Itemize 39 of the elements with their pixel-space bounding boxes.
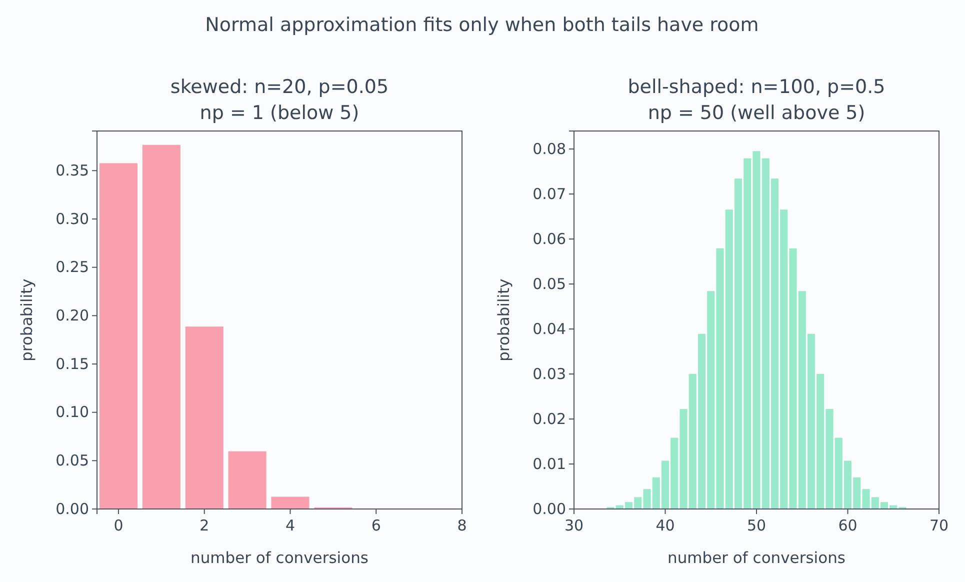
y-tick-label: 0.05 <box>532 274 566 293</box>
x-tick-label: 0 <box>114 516 124 534</box>
chart-title: bell-shaped: n=100, p=0.5 np = 50 (well above 5) <box>628 76 886 124</box>
x-axis-title: number of conversions <box>668 549 846 567</box>
y-tick-label: 0.02 <box>532 410 566 428</box>
chart-title: skewed: n=20, p=0.05 np = 1 (below 5) <box>170 76 389 124</box>
y-axis-title: probability <box>18 278 36 362</box>
x-axis-title: number of conversions <box>190 549 368 567</box>
y-tick-label: 0.20 <box>56 306 89 324</box>
x-tick-label: 4 <box>285 516 296 534</box>
y-tick-label: 0.15 <box>56 354 89 373</box>
y-tick-label: 0.08 <box>532 140 566 158</box>
y-tick-label: 0.10 <box>56 403 89 422</box>
y-tick-label: 0.00 <box>532 500 566 518</box>
y-tick-label: 0.07 <box>532 184 566 203</box>
y-tick-label: 0.30 <box>56 210 89 228</box>
y-axis-title: probability <box>495 278 513 362</box>
bar <box>184 326 224 510</box>
y-tick-label: 0.05 <box>56 451 89 470</box>
y-tick-label: 0.01 <box>532 454 566 473</box>
bar <box>270 496 310 510</box>
x-tick-label: 2 <box>200 516 210 534</box>
y-tick-label: 0.06 <box>532 230 566 248</box>
x-tick-label: 8 <box>457 516 467 534</box>
x-tick-label: 50 <box>746 516 766 534</box>
y-tick-label: 0.00 <box>56 500 89 518</box>
x-tick-label: 40 <box>656 516 675 534</box>
x-tick-label: 60 <box>838 516 858 534</box>
x-tick-label: 30 <box>564 516 584 534</box>
bar <box>142 144 182 510</box>
x-tick-label: 70 <box>929 516 949 534</box>
y-tick-label: 0.04 <box>532 320 566 338</box>
bar <box>98 162 138 510</box>
y-tick-label: 0.35 <box>56 161 89 180</box>
y-tick-label: 0.25 <box>56 258 89 276</box>
y-tick-label: 0.03 <box>532 364 566 383</box>
x-tick-label: 6 <box>371 516 381 534</box>
text: Normal approximation fits only when both tails have room <box>205 14 759 36</box>
bar <box>228 450 267 510</box>
